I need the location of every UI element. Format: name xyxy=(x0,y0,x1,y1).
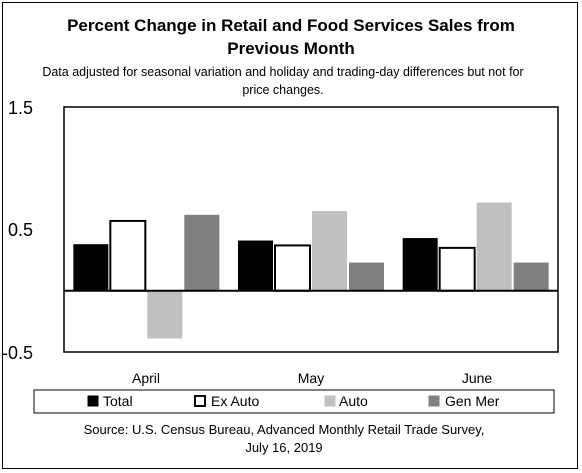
legend-label-ex-auto: Ex Auto xyxy=(211,393,259,409)
bar-june-gen-mer xyxy=(513,262,549,291)
chart-subtitle-line-1: Data adjusted for seasonal variation and… xyxy=(42,65,523,79)
y-tick-label-minus-0.5: -0.5 xyxy=(2,343,33,363)
bar-april-ex-auto xyxy=(109,219,147,292)
legend-label-total: Total xyxy=(103,393,133,409)
bar-june-total xyxy=(402,238,438,291)
x-category-may: May xyxy=(298,370,324,386)
x-category-april: April xyxy=(132,370,160,386)
legend-box xyxy=(33,389,555,414)
bar-april-auto xyxy=(147,290,183,339)
chart-subtitle-line-2: price changes. xyxy=(242,83,323,97)
bar-may-gen-mer xyxy=(349,262,384,291)
legend-label-auto: Auto xyxy=(339,393,368,409)
bar-june-auto xyxy=(476,202,512,291)
x-category-june: June xyxy=(462,370,493,386)
chart-title-line-1: Percent Change in Retail and Food Servic… xyxy=(67,16,515,35)
source-note-line-1: Source: U.S. Census Bureau, Advanced Mon… xyxy=(84,422,485,437)
legend-swatch-total xyxy=(87,395,99,407)
legend-swatch-gen-mer xyxy=(428,395,440,407)
legend-swatch-auto xyxy=(324,395,336,407)
legend-swatch-ex-auto xyxy=(194,395,206,407)
bar-may-auto xyxy=(312,211,347,291)
bar-may-total xyxy=(238,240,273,291)
bar-april-total xyxy=(73,244,109,291)
legend-label-gen-mer: Gen Mer xyxy=(445,393,500,409)
bar-april-gen-mer xyxy=(184,214,220,291)
bar-june-ex-auto xyxy=(438,246,476,292)
bar-may-ex-auto xyxy=(274,244,311,292)
source-note-line-2: July 16, 2019 xyxy=(245,440,322,455)
chart-title-line-2: Previous Month xyxy=(227,39,355,58)
bar-group xyxy=(73,202,549,339)
y-tick-label-0.5: 0.5 xyxy=(8,220,33,240)
y-tick-label-1.5: 1.5 xyxy=(8,98,33,118)
